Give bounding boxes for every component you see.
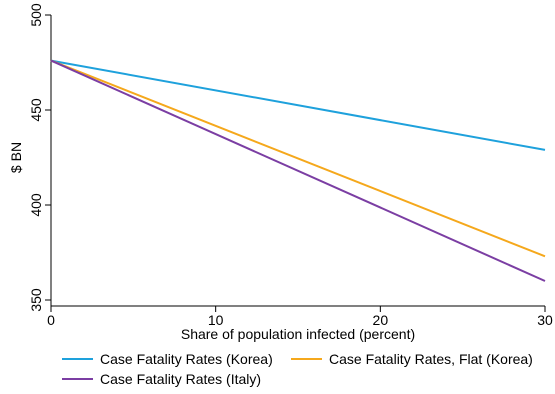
x-tick-label: 30 xyxy=(537,312,553,328)
x-axis-title: Share of population infected (percent) xyxy=(181,326,415,342)
y-tick-label: 400 xyxy=(28,193,44,217)
y-tick-label: 500 xyxy=(28,3,44,27)
y-axis-title: $ BN xyxy=(8,142,24,173)
series-lines xyxy=(50,59,546,282)
legend-label-1: Case Fatality Rates (Korea) xyxy=(100,351,273,367)
x-tick-label: 0 xyxy=(47,312,55,328)
y-tick-label: 350 xyxy=(28,288,44,312)
y-tick-label: 450 xyxy=(28,98,44,122)
series-line-2 xyxy=(50,59,546,258)
legend-label-3: Case Fatality Rates (Italy) xyxy=(100,371,261,387)
x-ticks: 0 10 20 30 xyxy=(47,306,553,328)
y-ticks: 350 400 450 500 xyxy=(28,3,51,312)
series-line-3 xyxy=(50,59,546,282)
x-tick-label: 20 xyxy=(373,312,389,328)
legend-label-2: Case Fatality Rates, Flat (Korea) xyxy=(329,351,533,367)
x-tick-label: 10 xyxy=(208,312,224,328)
legend: Case Fatality Rates (Korea) Case Fatality… xyxy=(62,351,533,387)
axes xyxy=(50,15,545,307)
series-line-1 xyxy=(50,59,546,151)
